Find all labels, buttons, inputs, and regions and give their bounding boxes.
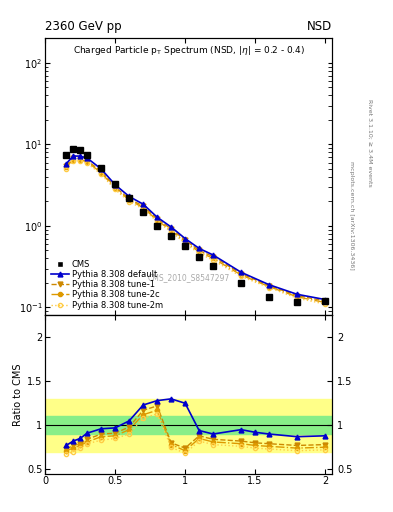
Text: Charged Particle $\mathregular{p_T}$ Spectrum (NSD, $|\eta|$ = 0.2 - 0.4): Charged Particle $\mathregular{p_T}$ Spe… xyxy=(73,44,305,57)
Bar xyxy=(45,416,332,434)
Text: NSD: NSD xyxy=(307,20,332,33)
Text: CMS_2010_S8547297: CMS_2010_S8547297 xyxy=(147,273,230,282)
Bar xyxy=(45,399,332,452)
Y-axis label: Ratio to CMS: Ratio to CMS xyxy=(13,363,23,425)
Text: Rivet 3.1.10; ≥ 3.4M events: Rivet 3.1.10; ≥ 3.4M events xyxy=(367,99,372,187)
Text: 2360 GeV pp: 2360 GeV pp xyxy=(45,20,122,33)
Text: mcplots.cern.ch [arXiv:1306.3436]: mcplots.cern.ch [arXiv:1306.3436] xyxy=(349,161,354,269)
Legend: CMS, Pythia 8.308 default, Pythia 8.308 tune-1, Pythia 8.308 tune-2c, Pythia 8.3: CMS, Pythia 8.308 default, Pythia 8.308 … xyxy=(50,258,165,311)
